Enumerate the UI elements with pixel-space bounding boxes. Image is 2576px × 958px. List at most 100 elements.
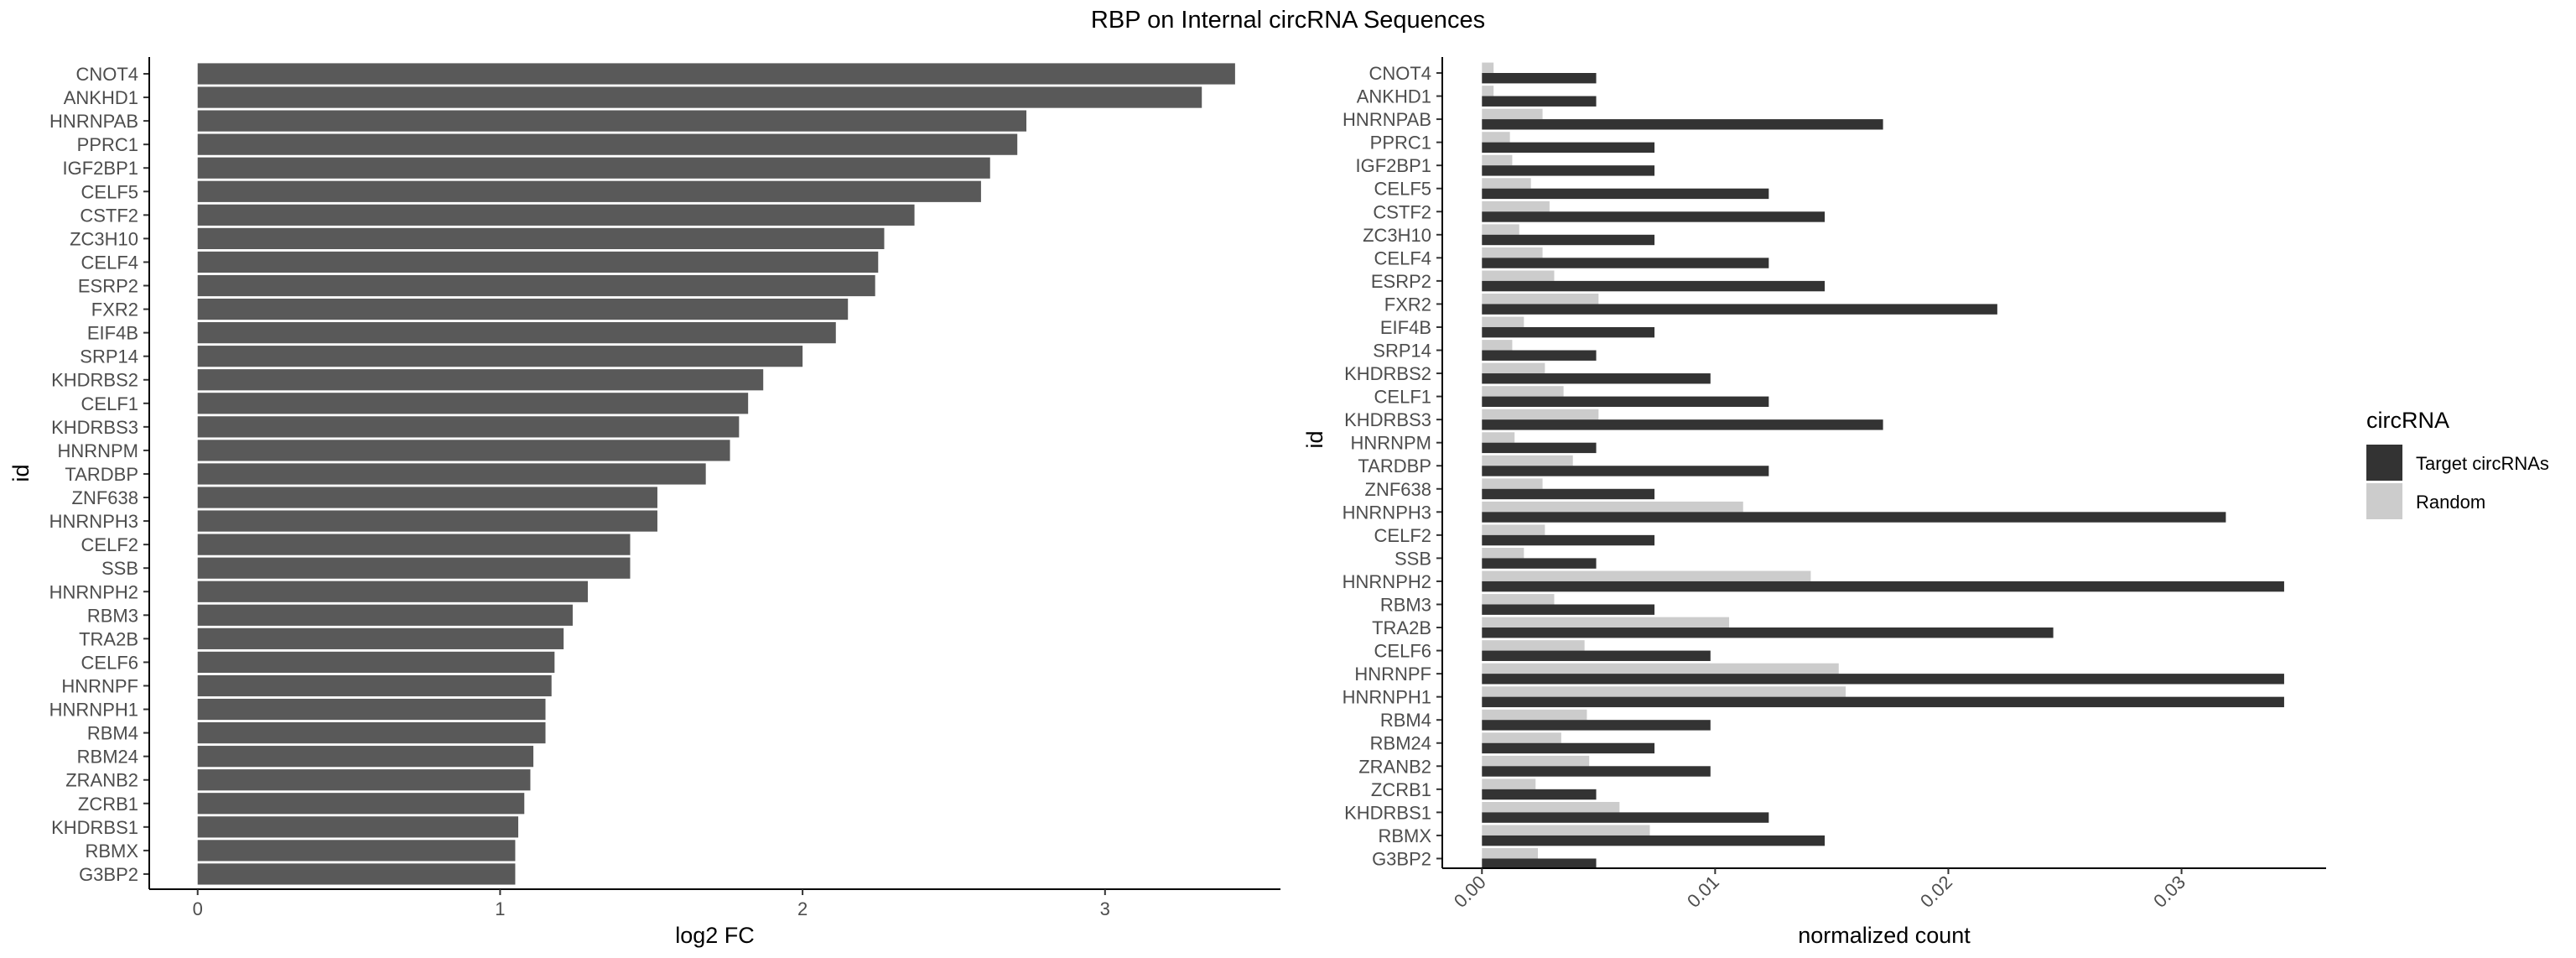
bar-zranb2 <box>197 769 531 791</box>
y-tick-label-znf638: ZNF638 <box>1365 479 1431 500</box>
x-axis-title: log2 FC <box>675 923 755 948</box>
random-bar-igf2bp1 <box>1482 154 1513 166</box>
target-bar-hnrnpf <box>1482 674 2284 685</box>
y-tick-label-hnrnpf: HNRNPF <box>61 675 138 696</box>
y-tick-label-hnrnpab: HNRNPAB <box>1343 109 1431 130</box>
target-bar-rbm3 <box>1482 604 1655 615</box>
y-tick-label-tra2b: TRA2B <box>1372 617 1431 638</box>
target-bar-celf2 <box>1482 534 1655 546</box>
random-bar-cnot4 <box>1482 62 1494 73</box>
random-bar-khdrbs2 <box>1482 362 1545 374</box>
y-tick-label-zcrb1: ZCRB1 <box>78 794 138 815</box>
y-tick-label-fxr2: FXR2 <box>91 299 138 320</box>
bar-tra2b <box>197 627 564 649</box>
y-tick-label-rbm4: RBM4 <box>87 723 138 744</box>
y-tick-label-ankhd1: ANKHD1 <box>64 87 138 108</box>
bar-hnrnph1 <box>197 698 546 721</box>
random-bar-rbm4 <box>1482 709 1587 721</box>
bar-eif4b <box>197 322 836 344</box>
chart-title: RBP on Internal circRNA Sequences <box>1091 7 1485 34</box>
target-bar-rbm4 <box>1482 720 1711 731</box>
bar-celf4 <box>197 251 879 273</box>
bar-tardbp <box>197 463 706 485</box>
y-tick-label-g3bp2: G3BP2 <box>79 864 138 885</box>
target-bar-ssb <box>1482 558 1597 569</box>
y-tick-label-khdrbs3: KHDRBS3 <box>1344 409 1431 430</box>
y-tick-label-ssb: SSB <box>1394 548 1431 569</box>
target-bar-zcrb1 <box>1482 789 1597 800</box>
y-tick-label-esrp2: ESRP2 <box>1371 271 1431 292</box>
y-tick-label-rbm3: RBM3 <box>87 605 138 626</box>
random-bar-znf638 <box>1482 478 1543 489</box>
y-tick-label-celf4: CELF4 <box>81 252 138 273</box>
y-tick-label-celf1: CELF1 <box>81 393 138 414</box>
y-tick-label-hnrnph3: HNRNPH3 <box>49 511 138 532</box>
y-tick-label-khdrbs2: KHDRBS2 <box>1344 363 1431 384</box>
legend: circRNA Target circRNAs Random <box>2366 408 2549 519</box>
bar-rbmx <box>197 840 516 862</box>
bar-cstf2 <box>197 204 915 226</box>
y-tick-label-celf1: CELF1 <box>1374 387 1431 408</box>
random-bar-khdrbs3 <box>1482 409 1599 420</box>
bar-hnrnpf <box>197 674 552 697</box>
bar-celf2 <box>197 534 631 555</box>
bar-srp14 <box>197 346 803 367</box>
bar-khdrbs1 <box>197 816 519 838</box>
random-bar-hnrnph1 <box>1482 686 1846 697</box>
y-tick-label-igf2bp1: IGF2BP1 <box>1356 155 1431 176</box>
bar-hnrnpab <box>197 110 1027 132</box>
y-tick-label-ssb: SSB <box>101 558 138 579</box>
y-tick-label-cstf2: CSTF2 <box>80 205 138 226</box>
y-tick-label-celf2: CELF2 <box>81 534 138 555</box>
target-bar-tra2b <box>1482 627 2054 638</box>
y-tick-label-rbm3: RBM3 <box>1380 594 1431 615</box>
bar-esrp2 <box>197 274 875 297</box>
y-tick-label-rbmx: RBMX <box>85 841 138 862</box>
target-bar-celf4 <box>1482 258 1769 268</box>
target-bar-khdrbs3 <box>1482 419 1883 430</box>
y-tick-label-hnrnph2: HNRNPH2 <box>49 581 138 602</box>
y-tick-label-ankhd1: ANKHD1 <box>1357 86 1431 107</box>
target-bar-khdrbs1 <box>1482 812 1769 823</box>
legend-label-random: Random <box>2416 492 2485 513</box>
y-tick-label-tardbp: TARDBP <box>65 464 138 485</box>
y-tick-label-khdrbs1: KHDRBS1 <box>1344 802 1431 823</box>
y-tick-label-tra2b: TRA2B <box>79 628 138 649</box>
y-tick-label-celf6: CELF6 <box>1374 641 1431 662</box>
random-bar-hnrnpm <box>1482 432 1515 443</box>
bar-hnrnpm <box>197 440 730 461</box>
target-bar-hnrnph1 <box>1482 696 2284 708</box>
y-axis-title: id <box>1302 430 1327 448</box>
x-tick-label-0-02: 0.02 <box>1916 872 1956 912</box>
random-bar-rbmx <box>1482 825 1650 836</box>
y-tick-label-srp14: SRP14 <box>1373 341 1431 362</box>
y-tick-label-celf6: CELF6 <box>81 652 138 673</box>
bar-igf2bp1 <box>197 157 990 179</box>
random-bar-ankhd1 <box>1482 86 1494 96</box>
random-bar-zranb2 <box>1482 755 1590 767</box>
bar-khdrbs3 <box>197 416 740 438</box>
y-tick-label-rbmx: RBMX <box>1378 825 1431 846</box>
bar-celf6 <box>197 651 555 674</box>
bar-hnrnph3 <box>197 510 657 532</box>
random-bar-srp14 <box>1482 340 1513 351</box>
y-tick-label-zc3h10: ZC3H10 <box>1363 225 1431 246</box>
target-bar-khdrbs2 <box>1482 373 1711 384</box>
bar-znf638 <box>197 487 657 508</box>
y-tick-label-rbm24: RBM24 <box>77 747 138 768</box>
random-bar-celf5 <box>1482 178 1531 189</box>
y-axis-title: id <box>8 464 34 482</box>
target-bar-celf5 <box>1482 188 1769 200</box>
random-bar-ssb <box>1482 548 1524 559</box>
y-tick-label-rbm24: RBM24 <box>1370 733 1431 754</box>
bar-celf5 <box>197 180 981 202</box>
x-tick-label-2: 2 <box>797 898 808 919</box>
y-tick-label-hnrnpm: HNRNPM <box>57 440 138 461</box>
y-tick-label-pprc1: PPRC1 <box>77 134 138 155</box>
x-tick-label-3: 3 <box>1100 898 1110 919</box>
random-bar-celf2 <box>1482 524 1545 535</box>
y-tick-label-hnrnph1: HNRNPH1 <box>49 700 138 721</box>
bar-khdrbs2 <box>197 369 764 391</box>
target-bar-srp14 <box>1482 350 1597 361</box>
